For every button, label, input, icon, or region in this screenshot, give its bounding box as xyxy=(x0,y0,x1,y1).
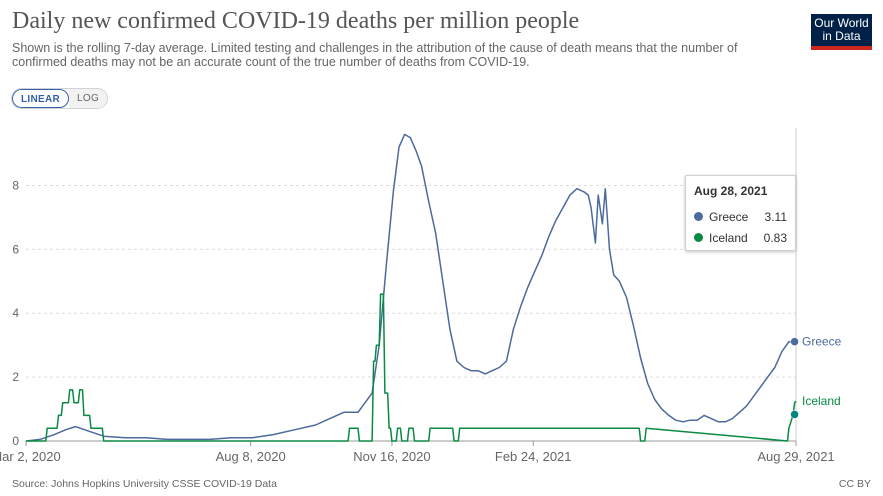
tooltip: Aug 28, 2021 Greece 3.11 Iceland 0.83 xyxy=(685,175,796,251)
series-labels: Greece Iceland xyxy=(802,335,842,408)
y-tick-label: 6 xyxy=(12,242,19,256)
tooltip-date: Aug 28, 2021 xyxy=(694,184,768,198)
series-markers xyxy=(790,337,799,419)
x-axis: Mar 2, 2020 Aug 8, 2020 Nov 16, 2020 Feb 24… xyxy=(0,440,835,464)
logo-line-2: in Data xyxy=(822,29,861,43)
tooltip-name: Iceland xyxy=(709,230,748,245)
x-tick-label: Feb 24, 2021 xyxy=(495,449,572,464)
chart-title: Daily new confirmed COVID-19 deaths per … xyxy=(12,8,580,34)
gridlines xyxy=(26,184,796,378)
linear-scale-button[interactable]: LINEAR xyxy=(12,89,70,108)
y-axis-ticks: 0 2 4 6 8 xyxy=(12,178,19,448)
owid-logo[interactable]: Our World in Data xyxy=(811,14,872,50)
series-label-greece[interactable]: Greece xyxy=(802,335,842,349)
y-tick-label: 8 xyxy=(12,178,19,192)
chart-subtitle: Shown is the rolling 7-day average. Limi… xyxy=(12,41,738,69)
marker-greece xyxy=(790,337,799,346)
tooltip-value: 0.83 xyxy=(763,230,787,245)
tooltip-name: Greece xyxy=(709,209,749,224)
x-tick-label: Aug 8, 2020 xyxy=(216,449,286,464)
x-tick-label: Nov 16, 2020 xyxy=(353,449,430,464)
tooltip-row-iceland: Iceland 0.83 xyxy=(694,227,787,248)
series-lines xyxy=(25,133,797,442)
x-tick-label: Aug 29, 2021 xyxy=(757,449,834,464)
y-tick-label: 4 xyxy=(12,306,19,320)
logo-line-1: Our World xyxy=(814,16,869,30)
x-tick-label: Mar 2, 2020 xyxy=(0,449,61,464)
y-tick-label: 0 xyxy=(12,434,19,448)
series-label-iceland[interactable]: Iceland xyxy=(802,394,841,408)
series-line-iceland[interactable] xyxy=(26,293,797,442)
tooltip-row-greece: Greece 3.11 xyxy=(694,206,787,227)
log-scale-button[interactable]: LOG xyxy=(69,89,108,108)
y-tick-label: 2 xyxy=(12,370,19,384)
license-link[interactable]: CC BY xyxy=(838,478,871,490)
tooltip-value: 3.11 xyxy=(764,209,787,224)
source-link[interactable]: Source: Johns Hopkins University CSSE CO… xyxy=(12,478,277,490)
iceland-dot-icon xyxy=(694,233,703,242)
marker-iceland xyxy=(790,410,799,419)
scale-toggle: LINEAR LOG xyxy=(11,88,109,109)
series-line-greece[interactable] xyxy=(25,133,796,442)
greece-dot-icon xyxy=(694,212,703,221)
